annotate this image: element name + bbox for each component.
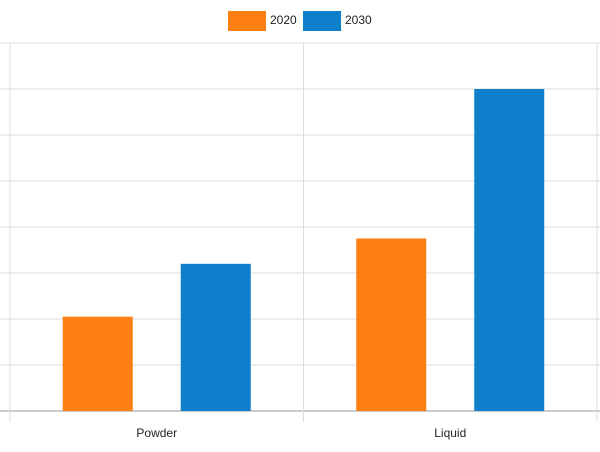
bar	[62, 316, 133, 411]
legend-swatch	[303, 11, 341, 31]
x-tick-label: Liquid	[434, 426, 466, 440]
legend-label: 2030	[345, 13, 372, 27]
bar	[474, 89, 545, 411]
legend-swatch	[228, 11, 266, 31]
legend-label: 2020	[270, 13, 297, 27]
bar	[180, 263, 251, 411]
x-tick-label: Powder	[136, 426, 177, 440]
bar	[356, 238, 427, 411]
